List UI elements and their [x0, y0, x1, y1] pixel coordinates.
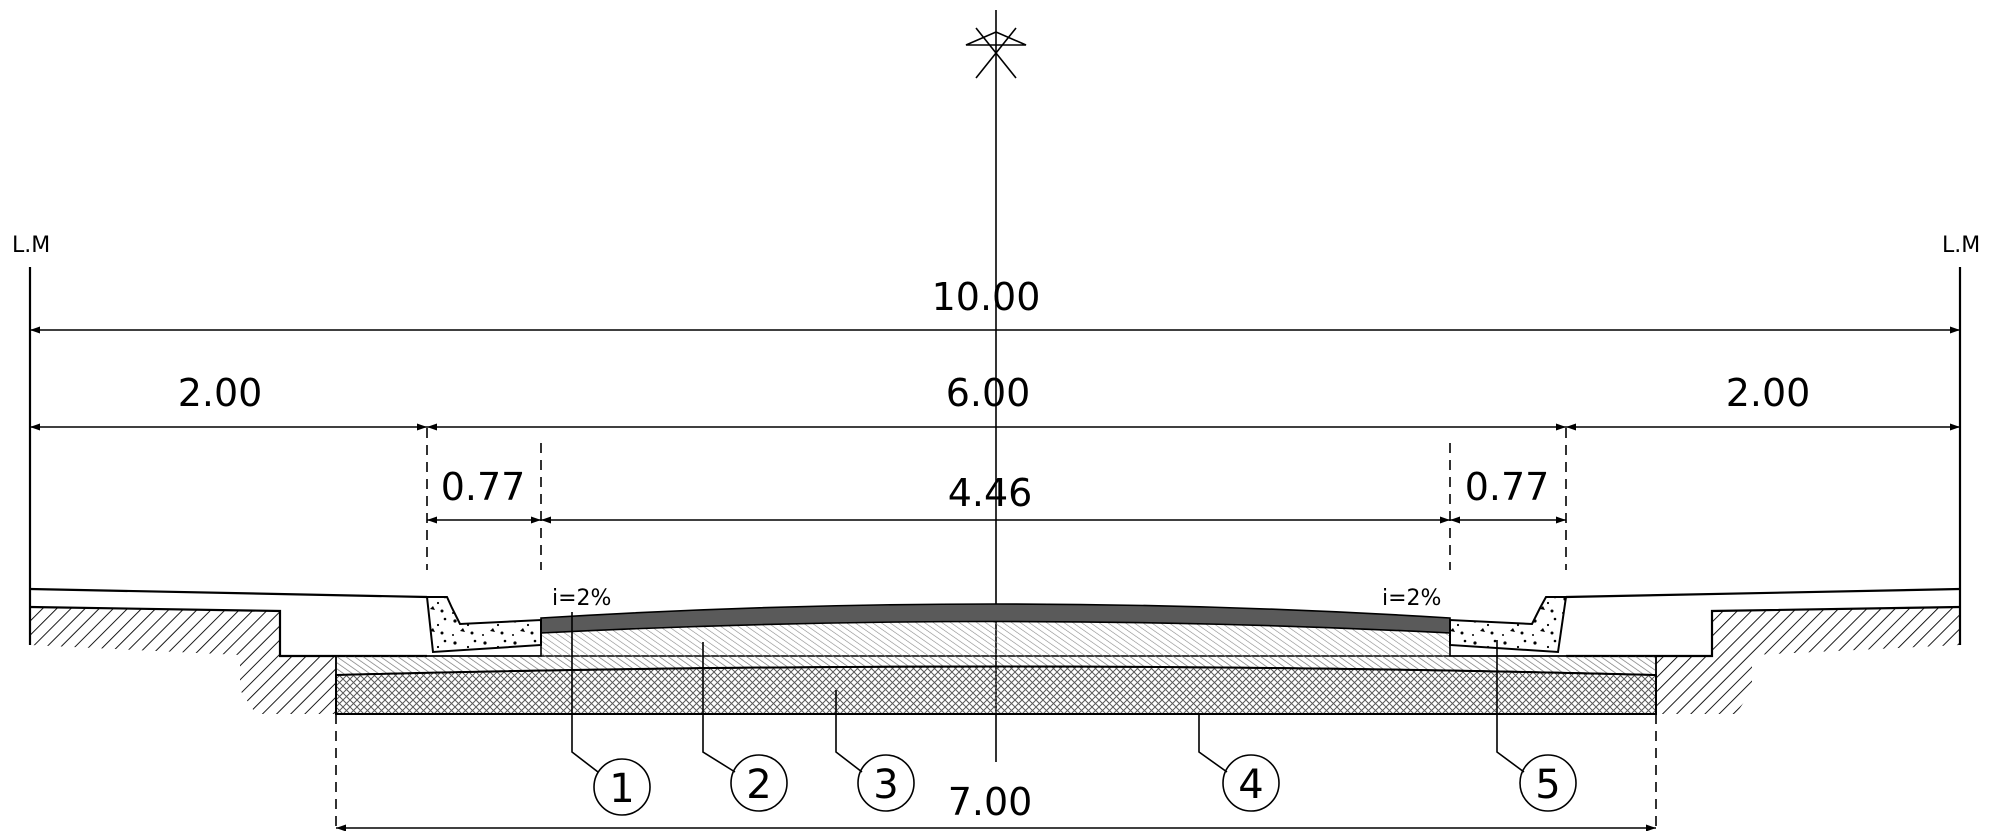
dim-carriageway-label: 6.00 — [946, 371, 1031, 415]
dim-pavement-label: 4.46 — [948, 471, 1033, 515]
callout-5-label: 5 — [1535, 762, 1560, 808]
dimension-base-width: 7.00 — [335, 714, 1657, 831]
callout-1: 1 — [571, 612, 651, 816]
callout-4: 4 — [1198, 714, 1280, 812]
dim-right-gutter-label: 0.77 — [1465, 465, 1550, 509]
callout-1-label: 1 — [609, 766, 634, 812]
limit-marker-right: L.M — [1942, 233, 1980, 645]
slope-label-left: i=2% — [552, 586, 611, 611]
dim-base-width-label: 7.00 — [948, 780, 1033, 824]
dimension-total: 10.00 — [30, 275, 1960, 334]
callout-2: 2 — [702, 642, 788, 812]
callout-2-label: 2 — [746, 762, 771, 808]
dimension-row-2: 2.00 6.00 2.00 — [30, 371, 1960, 431]
dim-left-gutter-label: 0.77 — [441, 465, 526, 509]
dim-left-side-label: 2.00 — [178, 371, 263, 415]
lm-label-right: L.M — [1942, 233, 1980, 258]
callout-4-label: 4 — [1238, 762, 1263, 808]
ground-hatching — [30, 607, 1960, 714]
limit-marker-left: L.M — [12, 233, 50, 645]
lm-label-left: L.M — [12, 233, 50, 258]
dimension-row-3: 0.77 4.46 0.77 — [426, 428, 1567, 570]
callout-3-label: 3 — [873, 762, 898, 808]
left-curb-gutter — [425, 596, 542, 654]
slope-label-right: i=2% — [1382, 586, 1441, 611]
dim-total-label: 10.00 — [932, 275, 1041, 319]
pavement-layers — [335, 603, 1657, 715]
right-curb-gutter — [1449, 596, 1568, 654]
callout-5: 5 — [1496, 640, 1577, 812]
callout-3: 3 — [835, 690, 915, 812]
dim-right-side-label: 2.00 — [1726, 371, 1811, 415]
